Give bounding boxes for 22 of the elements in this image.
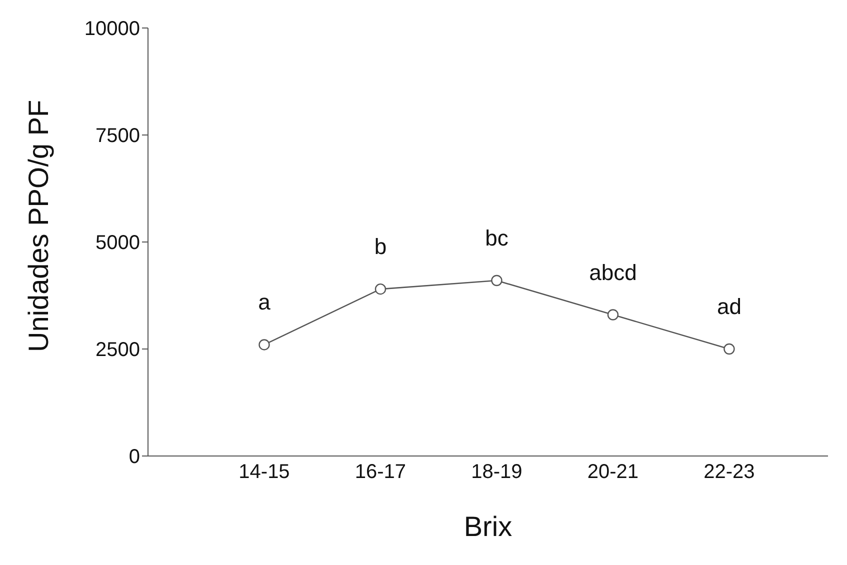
x-tick-label: 16-17	[354, 461, 406, 484]
annotation: bc	[485, 226, 508, 251]
y-tick-label: 10000	[84, 18, 140, 40]
x-axis-title: Brix	[464, 511, 512, 542]
x-tick-label: 18-19	[471, 461, 522, 484]
point	[724, 343, 735, 355]
x-tick-label: 14-15	[238, 461, 290, 484]
y-tick-label: 5000	[96, 232, 140, 254]
y-tick-label: 2500	[96, 339, 140, 362]
y-axis-title: Unidades PPO/g PF	[22, 100, 54, 352]
x-tick-label: 20-21	[587, 461, 639, 484]
point	[374, 283, 386, 295]
point	[258, 339, 270, 350]
annotation: a	[258, 290, 272, 315]
point	[491, 274, 502, 286]
annotation: b	[374, 234, 387, 260]
annotation: abcd	[589, 260, 637, 285]
x-tick-label: 22-23	[704, 461, 755, 484]
y-tick-label: 7500	[96, 125, 140, 148]
y-tick-label: 0	[128, 446, 140, 468]
point	[607, 309, 619, 320]
annotation: ad	[716, 294, 742, 319]
